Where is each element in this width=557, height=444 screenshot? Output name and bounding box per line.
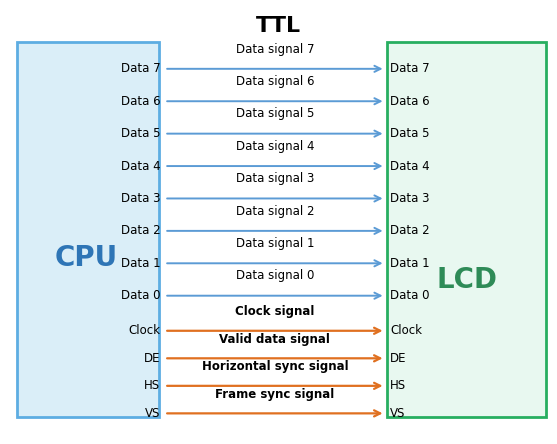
Text: Data 6: Data 6 — [390, 95, 429, 108]
Text: Data signal 0: Data signal 0 — [236, 270, 314, 282]
Text: Frame sync signal: Frame sync signal — [215, 388, 335, 401]
Bar — [387, 42, 546, 417]
Text: Clock: Clock — [390, 324, 422, 337]
Text: Data 1: Data 1 — [121, 257, 160, 270]
Text: LCD: LCD — [436, 266, 497, 294]
Text: DE: DE — [390, 352, 407, 365]
Text: DE: DE — [144, 352, 160, 365]
Text: Data signal 4: Data signal 4 — [236, 140, 314, 153]
Text: VS: VS — [390, 407, 405, 420]
Text: Data 5: Data 5 — [390, 127, 429, 140]
Text: Data 2: Data 2 — [390, 224, 429, 238]
Text: HS: HS — [390, 379, 406, 392]
Text: HS: HS — [144, 379, 160, 392]
Text: Data 4: Data 4 — [121, 159, 160, 173]
Text: Valid data signal: Valid data signal — [219, 333, 330, 346]
Text: Data signal 2: Data signal 2 — [236, 205, 314, 218]
Text: Data 5: Data 5 — [121, 127, 160, 140]
Text: Data 0: Data 0 — [390, 289, 429, 302]
Text: Data 4: Data 4 — [390, 159, 429, 173]
Text: CPU: CPU — [55, 243, 118, 272]
Text: VS: VS — [145, 407, 160, 420]
Text: Data signal 1: Data signal 1 — [236, 237, 314, 250]
Text: Data signal 6: Data signal 6 — [236, 75, 314, 88]
Text: Data 3: Data 3 — [390, 192, 429, 205]
Text: TTL: TTL — [256, 16, 301, 36]
Text: Data 1: Data 1 — [390, 257, 429, 270]
Text: Data signal 7: Data signal 7 — [236, 43, 314, 56]
Text: Clock signal: Clock signal — [235, 305, 315, 318]
Text: Data 2: Data 2 — [121, 224, 160, 238]
Text: Clock: Clock — [129, 324, 160, 337]
Text: Data 7: Data 7 — [121, 62, 160, 75]
Text: Horizontal sync signal: Horizontal sync signal — [202, 361, 348, 373]
Text: Data 0: Data 0 — [121, 289, 160, 302]
Text: Data 3: Data 3 — [121, 192, 160, 205]
Text: Data 6: Data 6 — [121, 95, 160, 108]
Text: Data signal 3: Data signal 3 — [236, 172, 314, 185]
Text: Data signal 5: Data signal 5 — [236, 107, 314, 120]
Bar — [17, 42, 159, 417]
Text: Data 7: Data 7 — [390, 62, 429, 75]
